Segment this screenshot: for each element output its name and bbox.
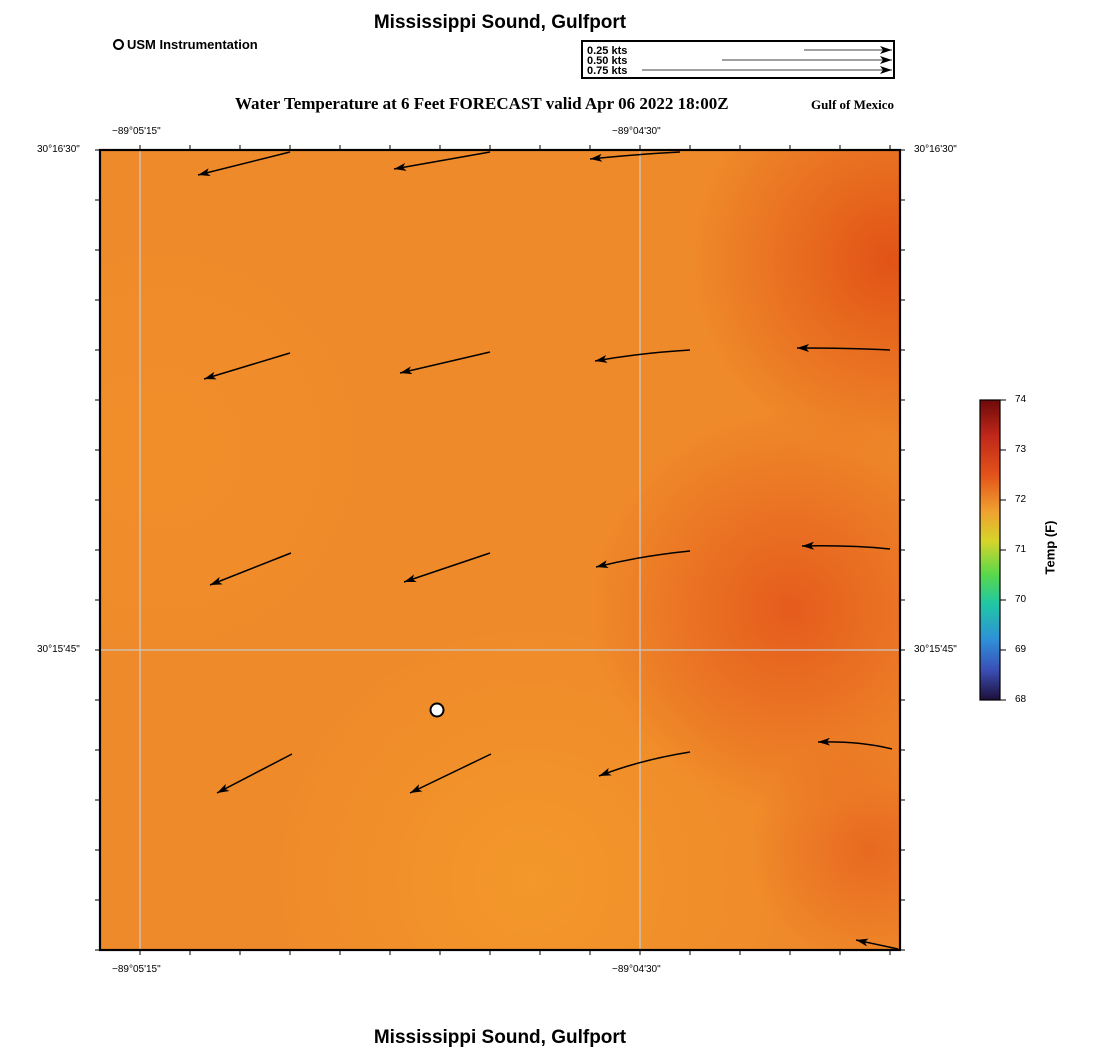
current-vector: [399, 351, 491, 375]
speed-legend-label-2: 0.50 kts: [587, 55, 628, 67]
lon-label-bottom-2: −89°04'30": [612, 964, 661, 975]
colorbar-tick: 70: [1015, 594, 1027, 605]
speed-legend-label-3: 0.75 kts: [587, 65, 628, 77]
colorbar-tick: 73: [1015, 444, 1027, 455]
station-legend-label: USM Instrumentation: [127, 37, 258, 52]
lat-label-left-1: 30°16'30": [37, 144, 80, 155]
frame-ticks: [95, 145, 905, 955]
temperature-colorbar: [979, 399, 1006, 701]
current-vector: [393, 151, 491, 171]
current-vector: [855, 938, 899, 950]
current-vector: [817, 737, 893, 750]
current-vector: [598, 751, 691, 777]
lat-label-right-1: 30°16'30": [914, 144, 957, 155]
speed-legend-label-1: 0.25 kts: [587, 45, 628, 57]
current-speed-legend: 0.25 kts 0.50 kts 0.75 kts: [581, 40, 895, 79]
lon-label-top-2: −89°04'30": [612, 126, 661, 137]
station-marker-icon: [113, 39, 124, 50]
current-vector: [409, 753, 492, 794]
current-vector: [594, 349, 691, 363]
graticule: [100, 150, 900, 950]
current-vector: [203, 352, 291, 380]
current-vector: [216, 753, 293, 794]
colorbar-label: Temp (F): [1042, 520, 1058, 575]
current-vector: [197, 151, 291, 176]
colorbar-tick: 72: [1015, 494, 1027, 505]
station-legend: USM Instrumentation: [113, 37, 258, 52]
colorbar-tick: 68: [1015, 694, 1027, 705]
current-vector: [801, 541, 891, 550]
speed-legend-arrows: [642, 46, 892, 74]
lat-label-right-2: 30°15'45": [914, 644, 957, 655]
colorbar-tick: 74: [1015, 394, 1027, 405]
temperature-field: [100, 150, 900, 950]
map-subtitle: Water Temperature at 6 Feet FORECAST val…: [235, 94, 729, 113]
current-vector: [209, 552, 292, 586]
current-vector: [589, 151, 681, 162]
colorbar-tick: 71: [1015, 544, 1027, 555]
lon-label-bottom-1: −89°05'15": [112, 964, 161, 975]
current-vectors: [197, 151, 899, 950]
current-vector: [595, 550, 691, 568]
usm-station-marker[interactable]: [429, 702, 445, 718]
map-title: Mississippi Sound, Gulfport: [373, 12, 627, 33]
lat-label-left-2: 30°15'45": [37, 644, 80, 655]
lon-label-top-1: −89°05'15": [112, 126, 161, 137]
colorbar-tick: 69: [1015, 644, 1027, 655]
current-vector: [796, 344, 891, 353]
region-label: Gulf of Mexico: [811, 97, 895, 112]
current-vector: [403, 552, 491, 583]
bottom-title: Mississippi Sound, Gulfport: [373, 1027, 627, 1048]
